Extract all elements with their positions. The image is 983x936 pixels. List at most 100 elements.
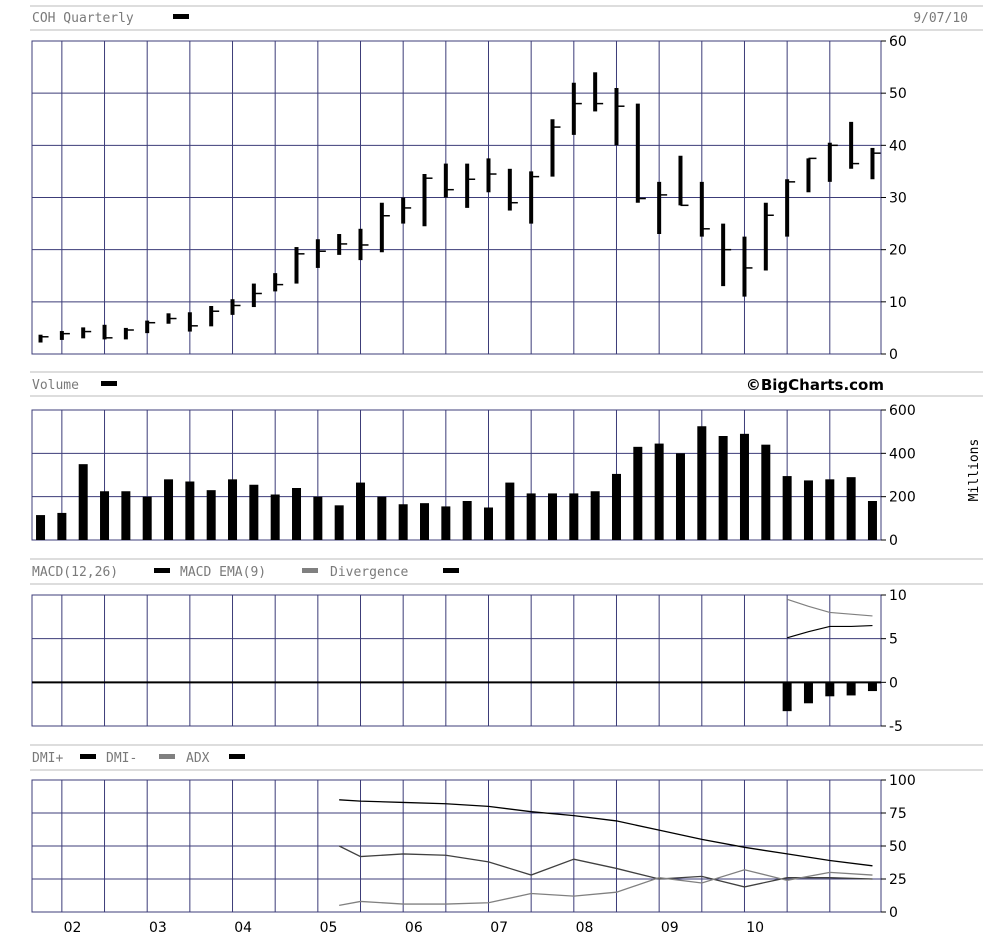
volume-bar xyxy=(100,491,110,540)
x-tick-label: 05 xyxy=(320,920,338,936)
dmi-tick-label: 25 xyxy=(889,872,907,888)
divergence-legend-swatch xyxy=(443,568,459,573)
volume-bar xyxy=(825,479,835,540)
volume-bar xyxy=(462,501,472,540)
dmi-plus-label: DMI+ xyxy=(32,751,63,766)
macd-frame xyxy=(31,594,882,727)
volume-bar xyxy=(292,488,302,540)
chart-title: COH Quarterly xyxy=(32,11,134,26)
macd-tick-label: 10 xyxy=(889,588,907,604)
divergence-bar xyxy=(803,682,813,704)
price-tick-label: 30 xyxy=(889,191,907,207)
macd-tick-label: -5 xyxy=(889,719,903,735)
x-tick-label: 02 xyxy=(64,920,82,936)
volume-bar xyxy=(441,506,451,540)
dmi-panel: 100 75 50 25 0 xyxy=(31,773,916,921)
macd-tick-label: 5 xyxy=(889,632,898,648)
adx-label: ADX xyxy=(186,751,210,766)
dmi-header: DMI+ DMI- ADX xyxy=(30,744,983,771)
volume-bar xyxy=(206,490,216,540)
volume-tick-label: 0 xyxy=(889,533,898,549)
volume-label: Volume xyxy=(32,378,79,393)
volume-bar xyxy=(782,476,792,540)
x-tick-label: 06 xyxy=(405,920,423,936)
divergence-bar xyxy=(782,682,792,712)
volume-bar xyxy=(739,433,749,540)
volume-bar xyxy=(633,446,643,540)
volume-bar xyxy=(57,512,67,540)
adx-legend-swatch xyxy=(229,754,245,759)
volume-bar xyxy=(356,482,366,540)
volume-bar xyxy=(761,444,771,540)
macd-ema-line xyxy=(786,598,873,617)
adx-line xyxy=(339,799,873,867)
price-tick-label: 0 xyxy=(889,347,898,363)
volume-bar xyxy=(334,505,344,540)
dmi-tick-label: 75 xyxy=(889,806,907,822)
macd-ema-legend-swatch xyxy=(302,568,318,573)
macd-panel: 10 5 0 -5 xyxy=(31,588,907,735)
volume-bar xyxy=(547,493,557,540)
volume-bar xyxy=(697,426,707,540)
divergence-label: Divergence xyxy=(330,565,408,580)
volume-unit-label: Millions xyxy=(967,439,982,502)
x-tick-label: 08 xyxy=(576,920,594,936)
volume-bar xyxy=(526,493,536,540)
volume-legend-swatch xyxy=(101,381,117,386)
brand-credit: ©BigCharts.com xyxy=(746,376,884,394)
volume-bar xyxy=(505,482,515,540)
volume-bar xyxy=(867,501,877,540)
divergence-bar xyxy=(867,682,877,692)
volume-bar xyxy=(121,491,131,540)
volume-bar xyxy=(654,443,664,540)
volume-bar xyxy=(846,477,856,540)
price-tick-label: 50 xyxy=(889,86,907,102)
volume-frame xyxy=(31,409,882,541)
dmi-tick-label: 100 xyxy=(889,773,916,789)
price-legend-swatch xyxy=(173,14,189,19)
volume-bar xyxy=(78,464,88,540)
volume-bar xyxy=(142,496,152,540)
header: COH Quarterly 9/07/10 xyxy=(30,5,983,31)
volume-bar xyxy=(569,493,579,540)
dmi-plus-legend-swatch xyxy=(80,754,96,759)
dmi-minus-line xyxy=(339,869,873,907)
x-axis: 01020304050607080910 xyxy=(64,920,764,936)
volume-bar xyxy=(803,480,813,540)
x-tick-label: 09 xyxy=(661,920,679,936)
volume-bar xyxy=(718,436,728,540)
dmi-tick-label: 0 xyxy=(889,905,898,921)
volume-bar xyxy=(228,479,238,540)
dmi-minus-legend-swatch xyxy=(159,754,175,759)
volume-bar xyxy=(270,494,280,540)
macd-tick-label: 0 xyxy=(889,675,898,691)
volume-bar xyxy=(36,515,46,540)
volume-bar xyxy=(313,496,323,540)
x-tick-label: 04 xyxy=(234,920,252,936)
volume-bar xyxy=(249,484,259,540)
macd-header: MACD(12,26) MACD EMA(9) Divergence xyxy=(30,558,983,585)
price-tick-label: 60 xyxy=(889,34,907,50)
divergence-bar xyxy=(825,682,835,697)
volume-bar xyxy=(420,503,430,540)
price-tick-label: 40 xyxy=(889,138,907,154)
volume-bar xyxy=(675,453,685,540)
price-panel: 0 10 20 30 40 50 60 xyxy=(31,34,907,363)
volume-bar xyxy=(185,481,195,540)
macd-ema-label: MACD EMA(9) xyxy=(180,565,266,580)
macd-legend-swatch xyxy=(154,568,170,573)
macd-line xyxy=(786,624,873,639)
volume-bar xyxy=(590,491,600,540)
price-tick-label: 10 xyxy=(889,295,907,311)
volume-bar xyxy=(377,496,387,540)
price-tick-label: 20 xyxy=(889,243,907,259)
x-tick-label: 10 xyxy=(746,920,764,936)
dmi-minus-label: DMI- xyxy=(106,751,137,766)
dmi-tick-label: 50 xyxy=(889,839,907,855)
chart-date: 9/07/10 xyxy=(913,11,968,26)
volume-tick-label: 200 xyxy=(889,490,916,506)
volume-tick-label: 400 xyxy=(889,446,916,462)
macd-label: MACD(12,26) xyxy=(32,565,118,580)
volume-bar xyxy=(164,479,174,540)
